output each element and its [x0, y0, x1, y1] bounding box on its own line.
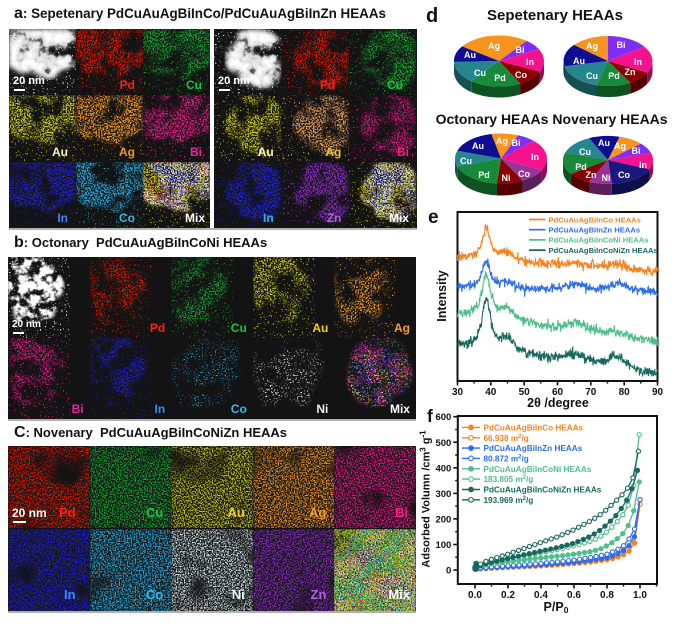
- svg-text:0.0: 0.0: [468, 590, 482, 601]
- svg-text:Zn: Zn: [586, 170, 597, 180]
- svg-text:0.8: 0.8: [600, 590, 614, 601]
- svg-text:Pd: Pd: [575, 162, 587, 172]
- svg-text:Ni: Ni: [602, 173, 611, 183]
- svg-text:600: 600: [435, 412, 451, 423]
- svg-text:In: In: [526, 57, 534, 67]
- svg-text:Au: Au: [464, 50, 476, 60]
- svg-text:Ni: Ni: [502, 173, 511, 183]
- svg-text:200: 200: [435, 514, 451, 525]
- svg-text:PdCuAuAgBiInCo HEAAs: PdCuAuAgBiInCo HEAAs: [484, 423, 584, 432]
- svg-text:PdCuAuAgBiInZn HEAAs: PdCuAuAgBiInZn HEAAs: [484, 444, 583, 453]
- svg-text:Au: Au: [598, 138, 610, 148]
- svg-text:In: In: [639, 160, 647, 170]
- svg-text:500: 500: [435, 438, 451, 449]
- svg-text:Pd: Pd: [478, 170, 490, 180]
- svg-text:0: 0: [446, 566, 451, 577]
- svg-text:2θ /degree: 2θ /degree: [527, 396, 589, 410]
- svg-text:Cu: Cu: [586, 71, 598, 81]
- svg-text:PdCuAuAgBiInCoNi HEAAs: PdCuAuAgBiInCoNi HEAAs: [484, 465, 592, 474]
- svg-text:66.938 m2/g: 66.938 m2/g: [484, 434, 529, 443]
- svg-text:Co: Co: [515, 70, 527, 80]
- svg-text:Pd: Pd: [608, 71, 620, 81]
- svg-text:Bi: Bi: [617, 40, 626, 50]
- svg-text:400: 400: [435, 463, 451, 474]
- svg-text:Au: Au: [573, 56, 585, 66]
- svg-text:1.0: 1.0: [633, 590, 647, 601]
- svg-text:0.2: 0.2: [501, 590, 515, 601]
- svg-text:70: 70: [585, 387, 597, 398]
- svg-text:Bi: Bi: [516, 45, 525, 55]
- svg-text:300: 300: [435, 489, 451, 500]
- svg-text:Intensity: Intensity: [435, 270, 449, 321]
- svg-text:Zn: Zn: [625, 67, 636, 77]
- svg-text:Bi: Bi: [512, 138, 521, 148]
- svg-text:40: 40: [485, 387, 497, 398]
- svg-text:PdCuAuAgBiInCoNi HEAAs: PdCuAuAgBiInCoNi HEAAs: [549, 236, 649, 245]
- svg-text:Co: Co: [618, 170, 630, 180]
- svg-text:Adsorbed Volumn /cm3 g-1: Adsorbed Volumn /cm3 g-1: [419, 430, 433, 568]
- svg-text:80: 80: [619, 387, 631, 398]
- svg-text:PdCuAuAgBiInCoNiZn HEAAs: PdCuAuAgBiInCoNiZn HEAAs: [549, 246, 658, 255]
- svg-text:Ag: Ag: [586, 41, 598, 51]
- svg-text:Cu: Cu: [474, 68, 486, 78]
- svg-text:90: 90: [652, 387, 664, 398]
- svg-text:In: In: [634, 57, 642, 67]
- svg-text:50: 50: [519, 387, 531, 398]
- svg-text:PdCuAuAgBiInZn HEAAs: PdCuAuAgBiInZn HEAAs: [549, 226, 641, 235]
- svg-text:Co: Co: [518, 169, 530, 179]
- svg-text:0.6: 0.6: [567, 590, 581, 601]
- svg-text:Bi: Bi: [632, 146, 641, 156]
- svg-text:Au: Au: [472, 141, 484, 151]
- svg-text:Ag: Ag: [614, 141, 626, 151]
- svg-text:In: In: [531, 152, 539, 162]
- svg-text:193.969 m2/g: 193.969 m2/g: [484, 496, 534, 505]
- svg-text:183.805 m2/g: 183.805 m2/g: [484, 475, 534, 484]
- svg-text:Cu: Cu: [460, 156, 472, 166]
- svg-text:Ag: Ag: [488, 41, 500, 51]
- svg-text:0.4: 0.4: [534, 590, 548, 601]
- svg-text:Pd: Pd: [494, 73, 506, 83]
- svg-text:Cu: Cu: [579, 147, 591, 157]
- svg-text:80.872 m2/g: 80.872 m2/g: [484, 454, 529, 463]
- svg-text:30: 30: [452, 387, 464, 398]
- svg-text:P/P0: P/P0: [544, 600, 569, 615]
- svg-text:100: 100: [435, 540, 451, 551]
- svg-text:PdCuAuAgBiInCo HEAAs: PdCuAuAgBiInCo HEAAs: [549, 215, 641, 224]
- svg-text:Ag: Ag: [496, 136, 508, 146]
- svg-text:PdCuAuAgBiInCoNiZn HEAAs: PdCuAuAgBiInCoNiZn HEAAs: [484, 486, 602, 495]
- svg-text:60: 60: [552, 387, 564, 398]
